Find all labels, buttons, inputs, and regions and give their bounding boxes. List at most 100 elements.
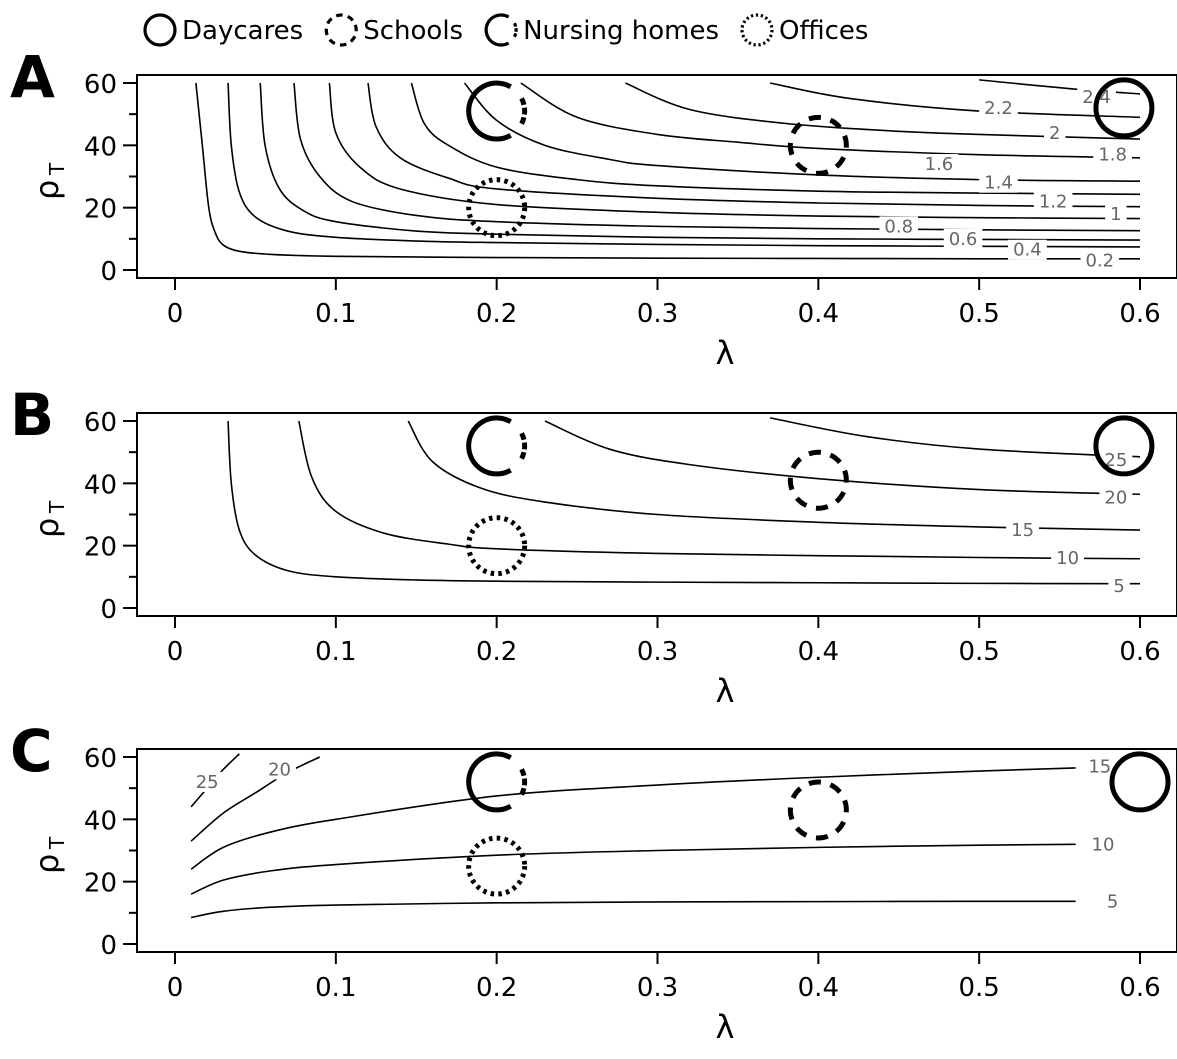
y-axis-label-subscript: T [45, 500, 69, 514]
x-tick-label: 0.1 [315, 637, 356, 667]
x-tick-label: 0.6 [1119, 637, 1160, 667]
contour-lines [227, 417, 1141, 585]
panel-letter: B [10, 388, 54, 449]
setting-marker-daycares [1093, 415, 1155, 477]
contour-label: 5 [1107, 891, 1118, 912]
setting-marker-offices [466, 835, 528, 897]
y-axis-label: ρ [28, 180, 66, 200]
contour-line-0.4 [227, 82, 1141, 248]
contour-label: 0.2 [1085, 251, 1114, 272]
contour-label-gap [979, 97, 1018, 118]
contour-line-10 [298, 420, 1141, 560]
x-tick-label: 0.6 [1119, 299, 1160, 329]
contour-label-gap [943, 228, 983, 249]
x-tick-label: 0.2 [476, 973, 517, 1003]
contour-label: 15 [1088, 756, 1111, 777]
x-tick-label: 0.4 [798, 637, 839, 667]
legend-label: Daycares [182, 16, 303, 46]
contour-label: 25 [1104, 450, 1127, 471]
x-tick-label: 0.3 [637, 973, 678, 1003]
contour-line-25 [769, 417, 1141, 458]
y-tick-label: 60 [84, 70, 117, 100]
y-tick-label: 0 [100, 595, 117, 625]
contour-label-gap [1099, 449, 1133, 470]
contour-line-1 [328, 82, 1141, 220]
contour-label: 1 [1110, 204, 1121, 225]
contour-line-20 [544, 420, 1141, 496]
x-axis-label: λ [716, 1008, 735, 1046]
x-tick-label: 0.5 [958, 973, 999, 1003]
contour-label: 25 [196, 772, 219, 793]
y-tick-label: 0 [100, 257, 117, 287]
y-axis-label-subscript: T [45, 162, 69, 176]
legend-label: Offices [779, 16, 868, 46]
y-tick-label: 40 [84, 132, 117, 162]
setting-marker-schools [787, 449, 849, 511]
contour-label: 2 [1049, 123, 1060, 144]
setting-marker-daycares [1109, 751, 1171, 813]
contour-line-10 [190, 843, 1076, 895]
x-tick-label: 0.3 [637, 637, 678, 667]
contour-label-gap [1080, 250, 1120, 271]
y-tick-label: 60 [84, 408, 117, 438]
legend-marker-dashed [324, 13, 358, 47]
contour-line-15 [190, 767, 1076, 870]
y-axis-label: ρ [28, 854, 66, 874]
y-axis-label-subscript: T [45, 836, 69, 850]
legend-label: Nursing homes [523, 16, 719, 46]
contour-line-15 [407, 420, 1141, 531]
y-tick-label: 20 [84, 195, 117, 225]
contour-label-gap [1083, 756, 1117, 777]
contour-label-gap [879, 216, 919, 237]
contour-panel-c: C 0 20 40 60 0 0.1 0.2 0.3 0.4 0.5 0.6 λ ρT 5 10 15 20 25 [10, 724, 1177, 1046]
contour-label: 0.6 [949, 229, 978, 250]
contour-line-1.8 [520, 82, 1141, 159]
setting-marker-nursing-homes [466, 80, 528, 142]
setting-marker-daycares [1093, 77, 1155, 139]
y-tick-label: 0 [100, 931, 117, 961]
x-axis-label: λ [716, 334, 735, 372]
contour-panel-a: A 0 20 40 60 0 0.1 0.2 0.3 0.4 0.5 0.6 λ ρT 0.2 0.4 0.6 0… [10, 50, 1177, 372]
x-tick-label: 0.3 [637, 299, 678, 329]
contour-line-2.2 [769, 82, 1141, 119]
x-tick-label: 0.4 [798, 973, 839, 1003]
y-tick-label: 40 [84, 806, 117, 836]
legend-marker-dotted [740, 13, 774, 47]
x-tick-label: 0 [167, 299, 184, 329]
y-tick-label: 20 [84, 869, 117, 899]
contour-label-gap [1008, 239, 1047, 260]
x-tick-label: 0.1 [315, 299, 356, 329]
x-tick-label: 0.5 [958, 637, 999, 667]
panel-letter: A [10, 50, 55, 111]
contour-label: 1.8 [1098, 145, 1127, 166]
contour-label-gap [1006, 520, 1040, 541]
x-tick-label: 0.2 [476, 637, 517, 667]
legend-label: Schools [363, 16, 463, 46]
y-tick-label: 60 [84, 744, 117, 774]
contour-lines [195, 79, 1141, 260]
panel-letter: C [10, 724, 53, 785]
contour-label: 15 [1011, 520, 1034, 541]
setting-marker-nursing-homes [466, 751, 528, 813]
contour-label: 10 [1092, 834, 1115, 855]
contour-line-0.2 [195, 82, 1141, 260]
setting-marker-nursing-homes [466, 415, 528, 477]
x-tick-label: 0.1 [315, 973, 356, 1003]
contour-label: 5 [1113, 576, 1124, 597]
contour-line-5 [227, 420, 1141, 585]
contour-label-gap [979, 172, 1018, 193]
contour-line-0.6 [259, 82, 1141, 241]
contour-label: 1.6 [925, 154, 954, 175]
contour-label-gap [1108, 576, 1130, 597]
contour-panel-b: B 0 20 40 60 0 0.1 0.2 0.3 0.4 0.5 0.6 λ ρT 5 10 15 20 25 [10, 388, 1177, 710]
contour-label-gap [1044, 122, 1066, 143]
contour-label-gap [1101, 891, 1124, 912]
contour-label: 1.4 [984, 173, 1013, 194]
contour-line-2.4 [979, 79, 1141, 95]
contour-label: 0.8 [884, 216, 913, 237]
contour-label-gap [1093, 144, 1132, 165]
y-tick-label: 20 [84, 533, 117, 563]
contour-line-1.4 [410, 82, 1141, 196]
contour-label-gap [919, 154, 959, 175]
x-tick-label: 0.6 [1119, 973, 1160, 1003]
